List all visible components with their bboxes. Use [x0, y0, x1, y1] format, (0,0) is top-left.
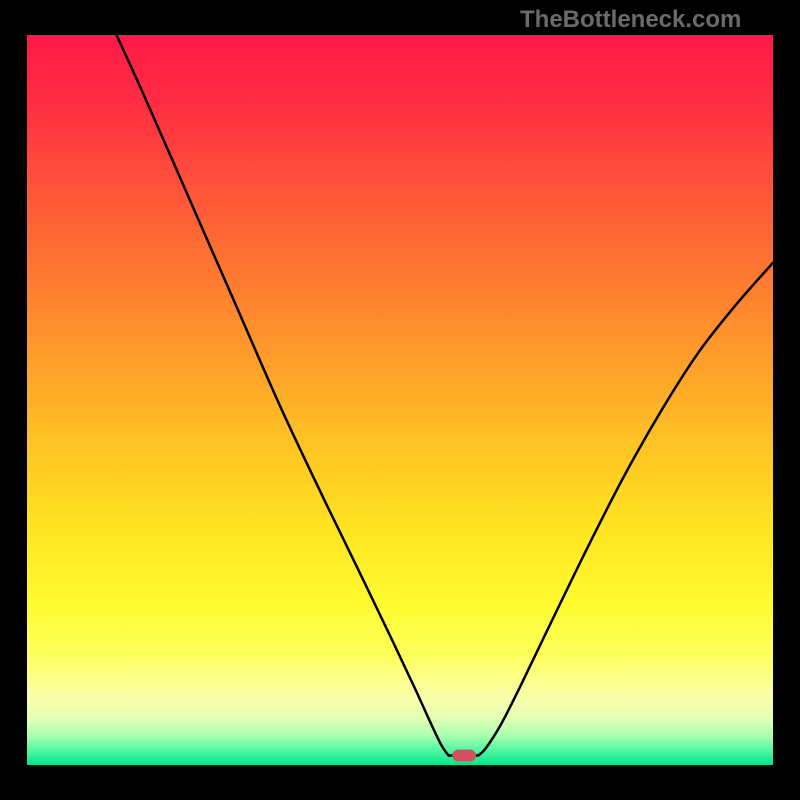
watermark-text: TheBottleneck.com [520, 6, 741, 34]
optimum-marker [452, 750, 476, 762]
plot-area [27, 35, 773, 765]
plot-svg [27, 35, 773, 765]
